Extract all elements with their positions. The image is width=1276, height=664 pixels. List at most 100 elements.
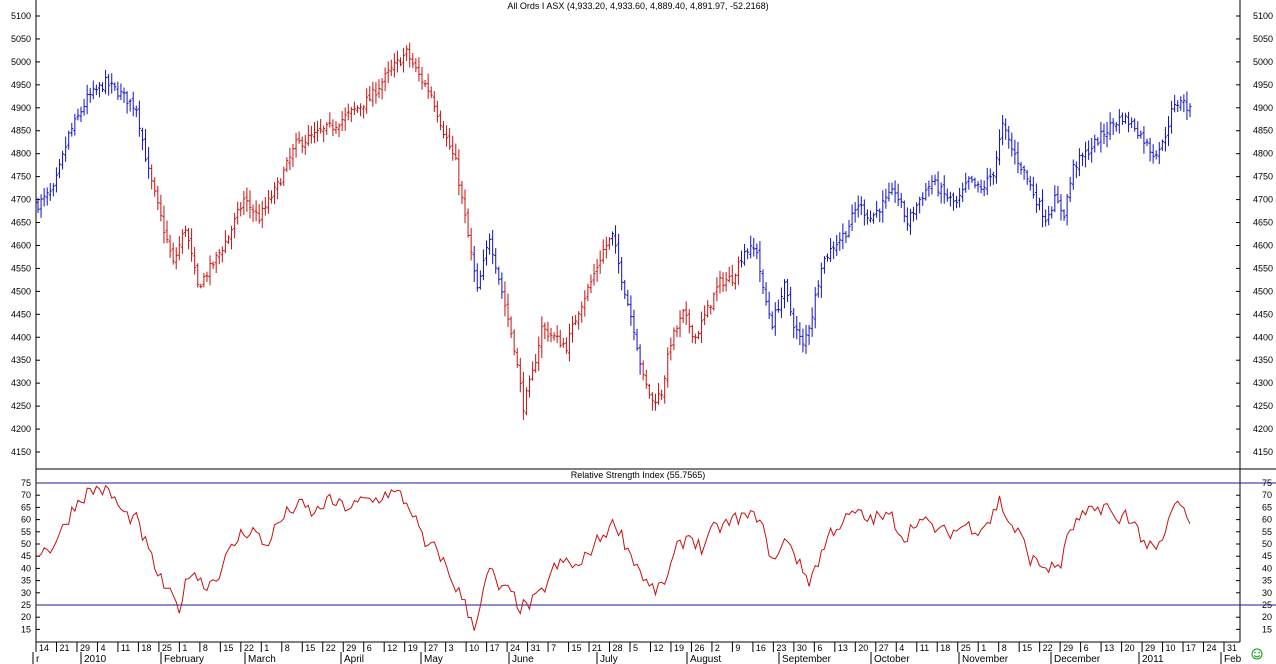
month-label: 2010 [84, 654, 107, 664]
ohlc-bar [693, 333, 697, 344]
rsi-tick-label-left: 35 [21, 576, 31, 586]
ohlc-bar [1053, 185, 1057, 213]
rsi-tick-label-left: 75 [21, 478, 31, 488]
ohlc-bar [494, 248, 498, 274]
rsi-tick-label-right: 40 [1262, 563, 1272, 573]
ohlc-bar [438, 110, 442, 131]
ohlc-bar [512, 329, 516, 356]
ohlc-bar [205, 271, 209, 283]
month-label: September [782, 654, 832, 664]
ohlc-bar [724, 272, 728, 292]
ohlc-bar [463, 189, 467, 224]
price-tick-label-left: 4200 [11, 424, 31, 434]
ohlc-bar [961, 182, 965, 203]
ohlc-bar [715, 277, 719, 302]
ohlc-bar [79, 106, 83, 123]
ohlc-bar [1105, 121, 1109, 148]
month-label: November [962, 654, 1009, 664]
price-tick-label-right: 5050 [1253, 34, 1273, 44]
ohlc-bar [829, 238, 833, 262]
ohlc-bar [518, 357, 522, 393]
ohlc-bar [967, 176, 971, 190]
month-label: July [600, 654, 618, 664]
ohlc-bar [549, 327, 553, 343]
price-tick-label-left: 4150 [11, 447, 31, 457]
ohlc-bar [681, 308, 685, 324]
ohlc-bar [134, 105, 138, 118]
ohlc-bar [230, 225, 234, 250]
ohlc-bar [343, 107, 347, 131]
ohlc-bar [905, 207, 909, 231]
ohlc-bar [497, 266, 501, 285]
ohlc-bar [1130, 117, 1134, 128]
ohlc-bar [392, 53, 396, 78]
ohlc-bar [429, 86, 433, 99]
day-tick-label: 23 [776, 643, 786, 653]
ohlc-bar [190, 228, 194, 262]
ohlc-bar [183, 225, 187, 237]
ohlc-bar [73, 113, 77, 136]
ohlc-bar [706, 300, 710, 318]
ohlc-bar [113, 82, 117, 91]
ohlc-bar [620, 257, 624, 291]
ohlc-bar [48, 183, 52, 201]
ohlc-bar [257, 204, 261, 224]
ohlc-bar [1093, 134, 1097, 153]
rsi-tick-label-left: 25 [21, 600, 31, 610]
ohlc-bar [850, 204, 854, 232]
ohlc-bar [414, 58, 418, 73]
ohlc-bar [779, 287, 783, 319]
ohlc-bar [1102, 123, 1106, 145]
ohlc-bar [663, 375, 667, 404]
ohlc-bar [1166, 116, 1170, 146]
day-tick-label: 25 [961, 643, 971, 653]
ohlc-bar [543, 322, 547, 340]
ohlc-bar [242, 190, 246, 216]
ohlc-bar [1170, 100, 1174, 134]
ohlc-bar [528, 375, 532, 398]
ohlc-bar [859, 196, 863, 215]
ohlc-bar [1148, 137, 1152, 162]
rsi-tick-label-right: 15 [1262, 624, 1272, 634]
ohlc-bar [666, 347, 670, 388]
day-tick-label: 29 [80, 643, 90, 653]
ohlc-bar [1025, 169, 1029, 185]
price-tick-label-left: 4650 [11, 218, 31, 228]
ohlc-bar [807, 324, 811, 346]
day-tick-label: 1 [264, 643, 269, 653]
ohlc-bar [832, 241, 836, 260]
ohlc-bar [761, 269, 765, 295]
ohlc-bar [402, 47, 406, 73]
ohlc-bar [924, 183, 928, 201]
ohlc-bar [1108, 112, 1112, 140]
rsi-tick-label-left: 55 [21, 527, 31, 537]
price-tick-label-right: 4750 [1253, 172, 1273, 182]
ohlc-bar [374, 82, 378, 104]
ohlc-bar [1136, 121, 1140, 139]
ohlc-bar [359, 103, 363, 117]
ohlc-bar [1179, 96, 1183, 111]
ohlc-bar [531, 361, 535, 381]
day-tick-label: 4 [100, 643, 105, 653]
ohlc-bar [1087, 140, 1091, 160]
month-label: December [1054, 654, 1101, 664]
month-label: June [512, 654, 534, 664]
ohlc-bar [571, 316, 575, 343]
ohlc-bar [964, 172, 968, 193]
ohlc-bar [1111, 118, 1115, 135]
rsi-line [37, 484, 1191, 631]
time-axis: 14 21 29 4 11 18 25 1 8 15 22 1 8 15 22 29 6 12 19 27 3 10 17 2… [32, 642, 1242, 664]
ohlc-bar [653, 393, 657, 411]
price-tick-label-right: 4800 [1253, 149, 1273, 159]
day-tick-label: 19 [674, 643, 684, 653]
ohlc-bar [982, 180, 986, 197]
ohlc-bar [893, 180, 897, 203]
ohlc-bar [994, 150, 998, 184]
ohlc-bar [97, 82, 101, 98]
ohlc-bar [1037, 197, 1041, 211]
price-tick-label-right: 4250 [1253, 401, 1273, 411]
ohlc-bar [835, 234, 839, 257]
ohlc-bar [322, 125, 326, 143]
price-tick-label-right: 4400 [1253, 332, 1273, 342]
ohlc-bar [672, 327, 676, 351]
